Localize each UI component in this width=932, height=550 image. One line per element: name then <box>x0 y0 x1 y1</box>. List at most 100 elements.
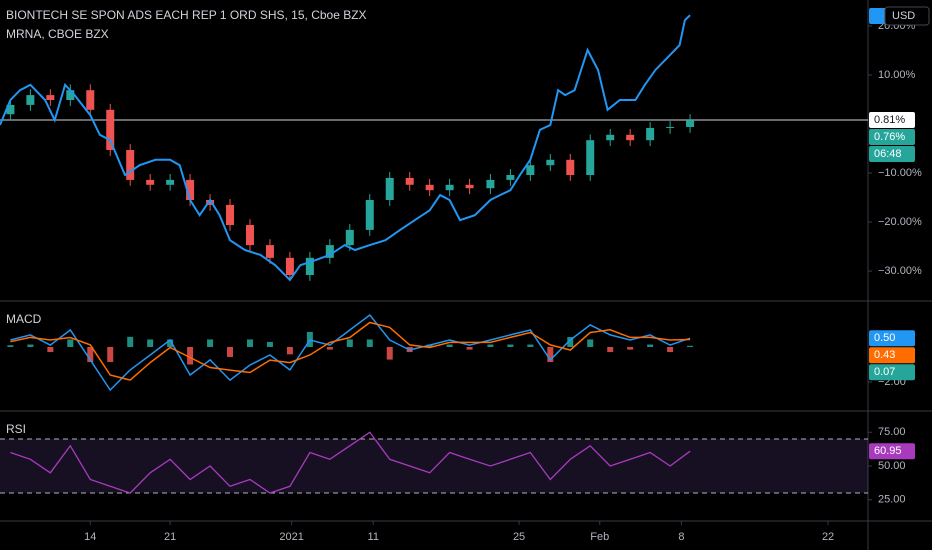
candle-body <box>586 140 595 175</box>
candle-body <box>146 179 155 185</box>
histogram-bar <box>587 339 594 347</box>
candle-body <box>66 90 75 100</box>
x-tick-label: 8 <box>678 531 684 543</box>
histogram-bar <box>647 344 654 347</box>
line-series <box>10 431 691 494</box>
y-tick-label: −20.00% <box>878 216 922 228</box>
last-value-label: 0.50 <box>874 332 895 344</box>
candle-body <box>6 104 15 115</box>
y-tick-label: −10.00% <box>878 167 922 179</box>
x-tick-label: 21 <box>164 531 176 543</box>
candle-body <box>546 159 555 166</box>
x-tick-label: Feb <box>590 531 609 543</box>
candle-body <box>46 95 55 100</box>
y-tick-label: −30.00% <box>878 265 922 277</box>
histogram-bar <box>286 346 293 355</box>
candle-body <box>646 127 655 141</box>
histogram-bar <box>27 344 34 347</box>
line-series <box>10 313 691 392</box>
histogram-bar <box>346 339 353 347</box>
last-value-label-box <box>869 330 915 347</box>
candle-body <box>166 179 175 185</box>
x-tick-label: 11 <box>368 531 379 543</box>
candle-body <box>445 184 454 191</box>
candle-body <box>305 257 314 275</box>
side-label: 0.76% <box>874 131 905 143</box>
last-value-label: 60.95 <box>874 445 902 457</box>
last-value-label: 0.07 <box>874 366 895 378</box>
price-line-label-box <box>869 112 915 129</box>
candle-body <box>506 175 515 180</box>
histogram-bar <box>326 346 333 350</box>
histogram-bar <box>67 339 74 347</box>
rsi-title: RSI <box>6 422 26 436</box>
candle-body <box>626 134 635 141</box>
candle-body <box>686 120 695 127</box>
candle-body <box>526 165 535 175</box>
side-label-box <box>869 129 915 146</box>
candle-body <box>285 257 294 275</box>
y-tick-label: 75.00 <box>878 426 906 438</box>
histogram-bar <box>567 337 574 347</box>
candle-body <box>365 200 374 230</box>
candle-body <box>666 126 675 128</box>
x-tick-label: 2021 <box>279 531 303 543</box>
line-series <box>10 321 691 381</box>
histogram-bar <box>87 346 94 363</box>
histogram-bar <box>47 346 54 353</box>
x-tick-label: 25 <box>513 531 525 543</box>
candle-body <box>126 150 135 180</box>
histogram-bar <box>207 339 214 347</box>
histogram-bar <box>466 346 473 350</box>
labels: BIONTECH SE SPON ADS EACH REP 1 ORD SHS,… <box>6 6 930 543</box>
histogram-bar <box>227 346 234 357</box>
histogram-bar <box>187 346 194 365</box>
histogram-bar <box>507 344 514 347</box>
candle-body <box>606 134 615 141</box>
candle-body <box>486 179 495 189</box>
histogram-bar <box>667 346 674 353</box>
histogram-bar <box>446 344 453 347</box>
last-value-label-box <box>869 347 915 364</box>
histogram-bar <box>107 346 114 363</box>
last-value-label-box <box>869 364 915 381</box>
histogram-bar <box>386 346 393 360</box>
histogram-bar <box>127 336 134 347</box>
candle-body <box>186 179 195 200</box>
candle-body <box>425 184 434 191</box>
candle-body <box>86 90 95 110</box>
currency-box <box>884 6 930 26</box>
candle-body <box>206 200 215 205</box>
last-value-label: 0.43 <box>874 349 895 361</box>
histogram-bar <box>266 341 273 347</box>
rsi-band <box>0 439 868 493</box>
x-tick-label: 22 <box>822 531 834 543</box>
legend-entry: MRNA, CBOE BZX <box>6 27 109 41</box>
x-tick-label: 14 <box>84 531 96 543</box>
y-tick-label: 10.00% <box>878 69 916 81</box>
candle-body <box>245 225 254 246</box>
y-tick-label: 50.00 <box>878 460 906 472</box>
line-series <box>0 14 691 282</box>
marks <box>0 14 872 525</box>
candle-body <box>106 109 115 150</box>
side-label-box <box>869 146 915 163</box>
histogram-bar <box>7 345 14 347</box>
candle-body <box>325 245 334 258</box>
histogram-bar <box>147 339 154 347</box>
last-value-label-box <box>869 443 915 460</box>
candle-body <box>566 159 575 175</box>
histogram-bar <box>547 346 554 363</box>
candle-body <box>265 245 274 258</box>
side-label: 06:48 <box>874 148 902 160</box>
histogram-bar <box>627 346 634 350</box>
histogram-bar <box>687 345 694 347</box>
histogram-bar <box>246 339 253 347</box>
macd-title: MACD <box>6 312 42 326</box>
price-line-label: 0.81% <box>874 114 905 126</box>
candle-body <box>26 95 35 105</box>
candle-body <box>345 229 354 246</box>
histogram-bar <box>527 344 534 347</box>
histogram-bar <box>366 339 373 347</box>
